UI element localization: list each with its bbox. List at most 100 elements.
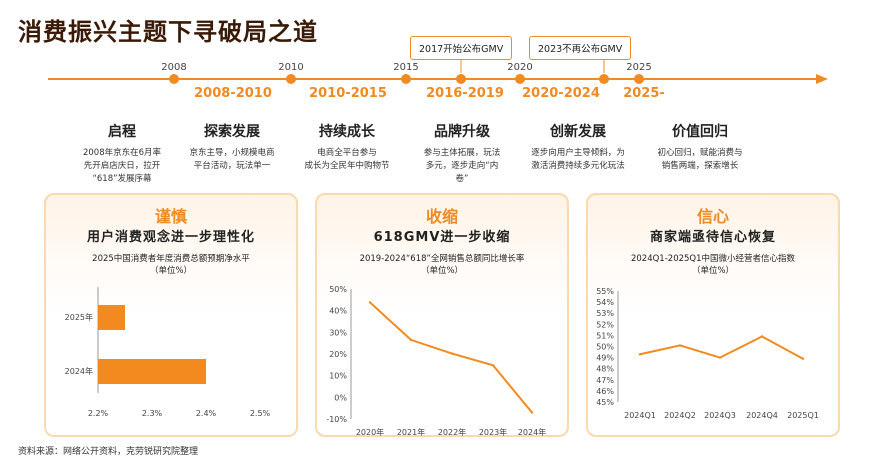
timeline-dot: [456, 74, 466, 84]
line-chart-gmv-growth: 50% 40% 30% 20% 10% 0% -10% 2020年 2021年 2022年 2023…: [326, 285, 546, 437]
phase-title: 创新发展: [549, 124, 606, 140]
x-tick-label: 2020年: [356, 427, 384, 437]
callout-gmv-start: 2017开始公布GMV: [410, 36, 513, 60]
phase-desc-line: 平台活动，玩法单一: [193, 161, 271, 171]
timeline-dot: [401, 74, 411, 84]
phase-explore: 探索发展 京东主导，小规模电商 平台活动，玩法单一: [189, 121, 274, 173]
data-point: [450, 352, 454, 355]
timeline-dot: [599, 74, 609, 84]
phase-title: 品牌升级: [433, 124, 490, 140]
phase-title: 探索发展: [203, 124, 260, 140]
y-tick-label: 50%: [596, 343, 614, 352]
y-tick-label: 54%: [596, 298, 614, 307]
x-tick-label: 2024Q2: [664, 411, 696, 420]
card-subheading: 用户消费观念进一步理性化: [86, 230, 255, 245]
chart-unit: （单位%）: [149, 266, 193, 276]
timeline-year: 2015: [393, 62, 419, 73]
data-point: [638, 353, 642, 356]
data-point: [801, 357, 805, 360]
y-tick-label: 52%: [596, 320, 614, 329]
timeline-year: 2010: [278, 62, 304, 73]
chart-unit: （单位%）: [691, 266, 735, 276]
y-tick-label: 46%: [596, 387, 614, 396]
y-tick-label: 48%: [596, 365, 614, 374]
y-tick-label: 0%: [334, 393, 347, 402]
x-tick-label: 2024Q4: [746, 411, 778, 420]
line-chart-confidence-index: 55% 54% 53% 52% 51% 50% 49% 48% 47% 46% 45% 2024Q1 2…: [596, 287, 819, 420]
page-title: 消费振兴主题下寻破局之道: [18, 18, 318, 46]
y-tick-label: 53%: [596, 309, 614, 318]
phase-desc-line: 2008年京东在6月率: [82, 148, 162, 158]
phase-desc-line: 卷”: [455, 174, 469, 184]
x-tick-label: 2024年: [518, 427, 546, 437]
x-tick-label: 2.4%: [196, 409, 217, 418]
y-tick-label: 2024年: [65, 366, 93, 376]
period-label: 2016-2019: [426, 86, 504, 101]
chart-title: 2019-2024“618”全网销售总额同比增长率 （单位%）: [317, 253, 567, 277]
phase-desc-line: 逐步向用户主导倾斜，为: [531, 148, 625, 158]
card-heading: 谨慎: [154, 207, 187, 226]
timeline-dot: [515, 74, 525, 84]
phase-title: 价值回归: [671, 124, 728, 140]
data-point: [678, 344, 682, 347]
data-point: [718, 356, 722, 359]
y-tick-label: 47%: [596, 376, 614, 385]
data-point: [409, 338, 413, 342]
x-tick-label: 2024Q3: [704, 411, 736, 420]
data-point: [368, 301, 372, 304]
phase-desc-line: 先开启店庆日，拉开: [83, 161, 161, 171]
source-note: 资料来源：网络公开资料，克劳锐研究院整理: [18, 447, 199, 457]
chart-unit: （单位%）: [420, 266, 464, 276]
y-tick-label: 30%: [329, 328, 347, 337]
callout-gmv-stop: 2023不再公布GMV: [529, 36, 632, 60]
x-tick-label: 2025Q1: [787, 411, 819, 420]
card-confidence: 信心 商家端亟待信心恢复 2024Q1-2025Q1中国微小经营者信心指数 （单…: [586, 193, 840, 437]
y-tick-label: -10%: [326, 415, 347, 424]
phase-desc-line: 激活消费持续多元化玩法: [531, 161, 625, 171]
timeline-dot: [169, 74, 179, 84]
y-tick-label: 51%: [596, 331, 614, 340]
chart-title: 2024Q1-2025Q1中国微小经营者信心指数 （单位%）: [588, 253, 838, 277]
y-tick-label: 2025年: [65, 312, 93, 322]
phase-desc-line: “618”发展序幕: [92, 174, 152, 184]
phase-desc-line: 参与主体拓展，玩法: [423, 148, 501, 158]
phase-desc-line: 销售两端，探索增长: [661, 161, 739, 171]
bar-chart-consumption: 2025年 2024年 2.2% 2.3% 2.4% 2.5%: [65, 287, 271, 418]
timeline-axis: [48, 58, 828, 84]
series-line: [369, 301, 533, 414]
phase-desc-line: 初心回归，赋能消费与: [657, 148, 743, 158]
phase-desc-line: 多元，逐步走向“内: [425, 161, 499, 171]
period-label: 2010-2015: [309, 86, 387, 101]
phase-desc-line: 电商全平台参与: [317, 148, 377, 158]
timeline-dot: [286, 74, 296, 84]
y-tick-label: 50%: [329, 285, 347, 294]
y-tick-label: 45%: [596, 398, 614, 407]
bar: [98, 305, 125, 330]
phase-innovation: 创新发展 逐步向用户主导倾斜，为 激活消费持续多元化玩法: [531, 121, 625, 173]
data-point: [760, 335, 764, 338]
card-heading: 信心: [696, 207, 729, 226]
card-subheading: 商家端亟待信心恢复: [649, 230, 776, 245]
period-label: 2008-2010: [194, 86, 272, 101]
timeline-arrow-icon: [816, 74, 828, 84]
data-point: [530, 411, 534, 414]
phase-title: 启程: [107, 124, 136, 140]
y-tick-label: 49%: [596, 354, 614, 363]
period-label: 2025-: [623, 86, 665, 101]
x-tick-label: 2024Q1: [624, 411, 656, 420]
period-label: 2020-2024: [522, 86, 600, 101]
x-tick-label: 2021年: [397, 427, 425, 437]
chart-title-text: 2024Q1-2025Q1中国微小经营者信心指数: [630, 254, 796, 264]
phase-launch: 启程 2008年京东在6月率 先开启店庆日，拉开 “618”发展序幕: [83, 121, 161, 186]
card-shrink: 收缩 618GMV进一步收缩 2019-2024“618”全网销售总额同比增长率…: [315, 193, 569, 437]
timeline-year: 2008: [161, 62, 187, 73]
bar: [98, 359, 206, 384]
x-tick-label: 2.5%: [250, 409, 271, 418]
y-tick-label: 20%: [329, 350, 347, 359]
x-tick-label: 2.3%: [142, 409, 163, 418]
x-tick-label: 2.2%: [88, 409, 109, 418]
chart-title-text: 2019-2024“618”全网销售总额同比增长率: [359, 254, 525, 264]
series-line: [639, 335, 804, 360]
x-tick-label: 2023年: [479, 427, 507, 437]
phase-brand: 品牌升级 参与主体拓展，玩法 多元，逐步走向“内 卷”: [424, 121, 501, 186]
